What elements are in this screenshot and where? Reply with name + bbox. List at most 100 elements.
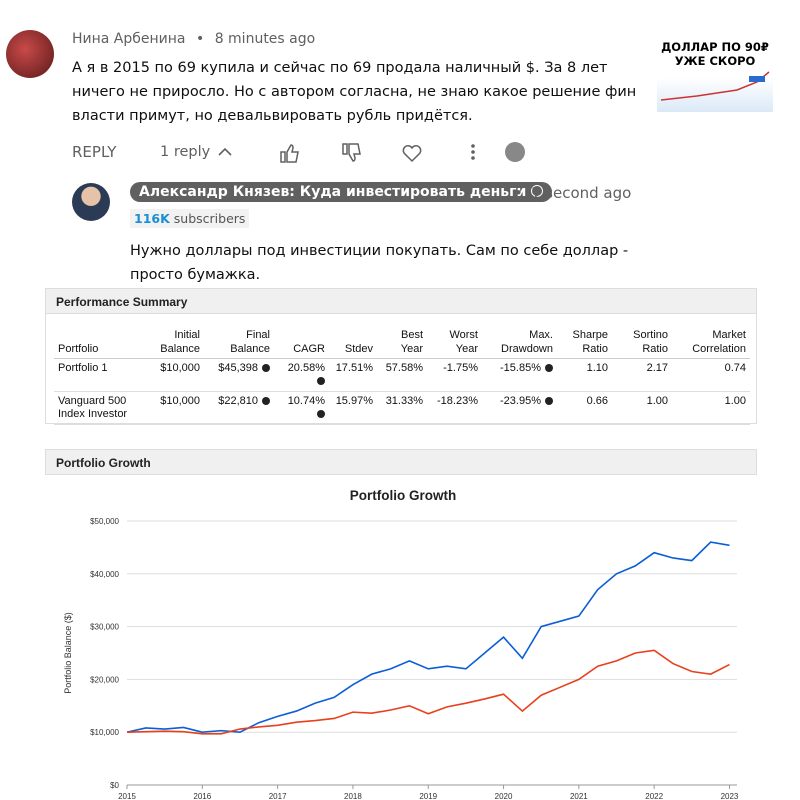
info-icon[interactable] [545,397,553,405]
creator-badge[interactable]: Александр Князев: Куда инвестировать ден… [130,182,553,202]
table-cell: 1.00 [672,391,750,425]
info-icon[interactable] [317,410,325,418]
reply-time[interactable]: 1 second ago [530,184,632,202]
thumb-text: ДОЛЛАР ПО 90₽ [661,40,769,54]
reply-author: Александр Князев: Куда инвестировать ден… [139,184,527,200]
cell-value: 15.97% [335,395,373,407]
y-tick-label: $50,000 [90,517,119,526]
column-header: Initial Balance [144,326,204,359]
table-cell: $10,000 [144,358,204,392]
info-icon[interactable] [317,377,325,385]
like[interactable] [280,144,299,163]
comment-header: Нина Арбенина • 8 minutes ago [72,31,316,47]
table-cell: 0.74 [672,358,750,392]
series-line [126,649,730,735]
cell-value: 1.00 [646,395,668,407]
column-header: CAGR [274,326,329,359]
table-row: Vanguard 500 Index Investor $10,000 $22,81… [54,391,750,425]
table-cell: 1.00 [612,391,672,425]
table-cell: -18.23% [427,391,482,425]
cell-value: $10,000 [160,395,200,407]
table-cell: 20.58% [274,358,329,392]
x-tick-label: 2023 [721,792,739,800]
dislike[interactable] [342,143,361,162]
cell-value: 0.66 [586,395,608,407]
column-header: Sharpe Ratio [557,326,612,359]
cell-value: $22,810 [218,395,258,407]
cell-value: -23.95% [500,395,541,407]
y-tick-label: $30,000 [90,623,119,632]
thumbnail[interactable]: ДОЛЛАР ПО 90₽ УЖЕ СКОРО [657,36,773,112]
replies-toggle[interactable]: 1 reply [160,144,211,160]
column-header: Sortino Ratio [612,326,672,359]
reply-meta: • 1 second ago [514,184,632,202]
table-cell: 10.74% [274,391,329,425]
cell-value: -1.75% [443,362,478,374]
action-icons [218,142,525,163]
summary-table: Portfolio Initial Balance Final Balance CAG… [54,326,750,425]
table-cell: 15.97% [329,391,377,425]
table-cell: 1.10 [557,358,612,392]
x-tick-label: 2018 [344,792,362,800]
menu[interactable] [471,144,475,160]
cell-value: $45,398 [218,362,258,374]
table-cell: 31.33% [377,391,427,425]
column-header: Portfolio [54,326,144,359]
x-tick-label: 2017 [269,792,287,800]
heart[interactable] [402,145,422,163]
chevron[interactable] [218,147,232,156]
cell-value: 17.51% [335,362,373,374]
table-cell: 2.17 [612,358,672,392]
series-line [126,541,730,734]
comment-text: А я в 2015 по 69 купила и сейчас по 69 п… [72,60,637,124]
y-axis-label: Portfolio Balance ($) [63,612,73,694]
table-cell: 17.51% [329,358,377,392]
y-tick-label: $40,000 [90,570,119,579]
cell-value: -15.85% [500,362,541,374]
reply-button[interactable]: REPLY [72,143,117,161]
table-cell: $22,810 [204,391,274,425]
x-tick-label: 2016 [193,792,211,800]
author[interactable]: Нина Арбенина [72,31,186,47]
column-header: Stdev [329,326,377,359]
x-tick-label: 2022 [645,792,663,800]
table-cell: 0.66 [557,391,612,425]
cell-value: Portfolio 1 [58,362,108,374]
table-cell: -1.75% [427,358,482,392]
cell-value: 31.33% [385,395,423,407]
table-row: Portfolio 1 $10,000 $45,398 20.58% 17.51% 57.… [54,358,750,392]
info-icon[interactable] [545,364,553,372]
reply-avatar[interactable] [72,183,110,221]
chart: Portfolio Growth Portfolio Balance ($) $… [63,488,739,800]
table-cell: -15.85% [482,358,557,392]
subscriber-label: subscribers [173,211,246,226]
cell-value: Vanguard 500 Index Investor [58,395,128,420]
table-cell: $10,000 [144,391,204,425]
x-tick-label: 2021 [570,792,588,800]
cell-value: 57.58% [385,362,423,374]
table-panel: Portfolio Initial Balance Final Balance CAG… [45,314,757,425]
cell-value: -18.23% [437,395,478,407]
cell-value: $10,000 [160,362,200,374]
thumb-graph [660,71,770,101]
info-icon[interactable] [262,364,270,372]
cell-value: 20.58% [287,362,325,374]
column-header: Worst Year [427,326,482,359]
table-cell: Vanguard 500 Index Investor [54,391,144,425]
x-tick-label: 2020 [495,792,513,800]
table-cell: 57.58% [377,358,427,392]
y-tick-label: $0 [110,781,119,790]
info-icon[interactable] [262,397,270,405]
avatar[interactable] [6,30,54,78]
section-header: Performance Summary [45,288,757,314]
time[interactable]: 8 minutes ago [214,31,316,47]
creator-avatar [505,142,525,162]
subscriber-count: 116K [134,211,170,226]
cell-value: 2.17 [646,362,668,374]
reply-text: Нужно доллары под инвестиции покупать. С… [130,243,629,283]
section-header: Portfolio Growth [45,449,757,475]
column-header: Max. Drawdown [482,326,557,359]
y-tick-label: $10,000 [90,728,119,737]
table-cell: -23.95% [482,391,557,425]
